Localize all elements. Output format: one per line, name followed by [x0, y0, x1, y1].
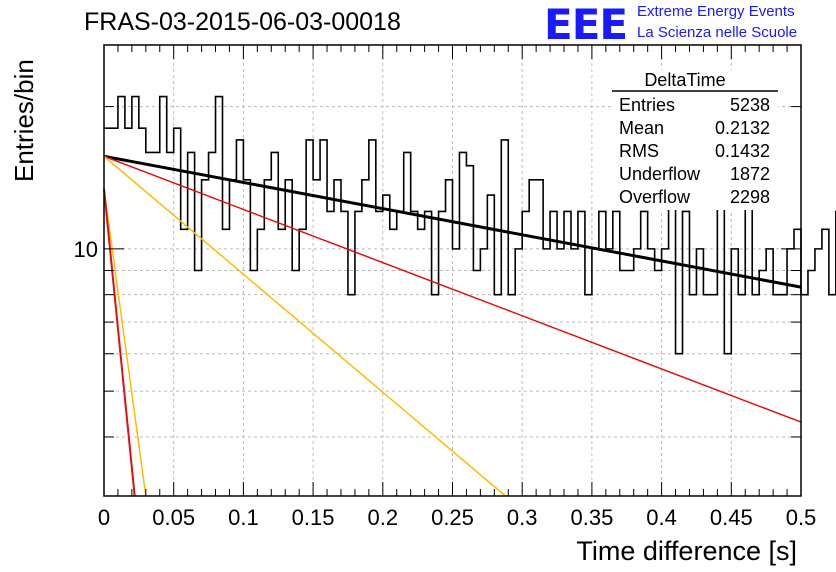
stats-row-label: Entries — [619, 95, 675, 115]
stats-row-label: Overflow — [619, 187, 691, 207]
stats-row-label: Mean — [619, 118, 664, 138]
fit-line — [103, 188, 147, 497]
x-tick-label: 0.15 — [292, 505, 335, 530]
logo-caption-line2: La Scienza nelle Scuole — [637, 24, 798, 41]
y-axis-label: Entries/bin — [9, 59, 39, 182]
fit-line — [103, 188, 136, 497]
logo-caption-line1: Extreme Energy Events — [637, 3, 795, 20]
histogram-steps — [104, 95, 836, 355]
stats-box-background — [612, 70, 778, 210]
x-tick-labels: 0 0.05 0.1 0.15 0.2 0.25 0.3 0.35 0.4 0.45 0.5 — [98, 505, 816, 530]
x-tick-label: 0 — [98, 505, 110, 530]
stats-row-value: 0.1432 — [715, 141, 770, 161]
x-tick-label: 0.25 — [431, 505, 474, 530]
x-tick-label: 0.35 — [570, 505, 613, 530]
fit-line — [103, 154, 802, 289]
stats-row-value: 2298 — [730, 187, 770, 207]
x-axis-label: Time difference [s] — [576, 536, 797, 566]
x-tick-label: 0.3 — [507, 505, 538, 530]
y-tick-label: 10 — [74, 237, 98, 262]
x-tick-label: 0.1 — [228, 505, 259, 530]
grid-lines — [104, 45, 801, 496]
x-tick-label: 0.45 — [710, 505, 753, 530]
eee-logo: EEE — [544, 0, 628, 49]
fit-line — [103, 155, 802, 423]
chart-title: FRAS-03-2015-06-03-00018 — [84, 8, 401, 36]
stats-row-label: RMS — [619, 141, 659, 161]
stats-box: DeltaTime Entries 5238 Mean 0.2132 RMS 0.1432 U… — [612, 70, 778, 210]
stats-box-title: DeltaTime — [644, 70, 725, 90]
axis-ticks — [103, 45, 802, 496]
stats-row-value: 5238 — [730, 95, 770, 115]
x-tick-label: 0.2 — [368, 505, 399, 530]
x-tick-label: 0.05 — [152, 505, 195, 530]
stats-row-value: 1872 — [730, 164, 770, 184]
stats-row-value: 0.2132 — [715, 118, 770, 138]
stats-row-label: Underflow — [619, 164, 701, 184]
histogram-series — [104, 95, 836, 355]
fit-line — [103, 155, 506, 497]
x-tick-label: 0.5 — [786, 505, 817, 530]
x-tick-label: 0.4 — [646, 505, 677, 530]
y-tick-labels: 10 — [74, 237, 98, 262]
fit-lines — [103, 154, 802, 497]
